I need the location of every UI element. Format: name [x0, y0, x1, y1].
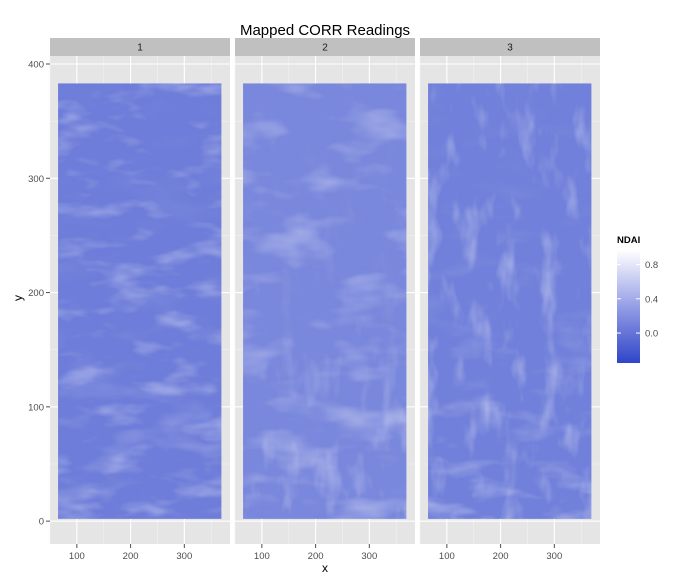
x-axis-label: x — [322, 561, 328, 575]
facet-panel-2: 2 — [234, 38, 415, 544]
facet-strip-3 — [420, 38, 600, 56]
heatmap-bright-region-2 — [243, 83, 407, 519]
y-tick-label: 0 — [39, 517, 44, 528]
y-tick-label: 100 — [28, 402, 44, 413]
x-tick-label: 200 — [123, 551, 139, 562]
facet-strip-label-2: 2 — [322, 43, 328, 54]
heatmap-bright-region-3 — [428, 83, 592, 519]
x-tick-label: 100 — [69, 551, 85, 562]
y-tick-label: 200 — [28, 288, 44, 299]
facet-strip-2 — [235, 38, 415, 56]
facet-strip-1 — [50, 38, 230, 56]
y-tick-label: 400 — [28, 60, 44, 71]
legend-tick-label: 0.4 — [645, 294, 658, 305]
legend-ticks: 0.8 0.4 0.0 — [617, 260, 658, 340]
chart-title: Mapped CORR Readings — [240, 22, 410, 39]
facet-panel-3: 3 — [419, 38, 600, 544]
x-tick-label: 300 — [546, 551, 562, 562]
facet-panels: 1 2 3 — [49, 38, 600, 544]
heatmap-bright-region-1 — [58, 83, 222, 519]
x-tick-label: 200 — [493, 551, 509, 562]
x-tick-label: 200 — [308, 551, 324, 562]
facet-panel-1: 1 — [49, 38, 230, 544]
y-axis: 0 100 200 300 400 — [28, 60, 50, 528]
x-tick-label: 100 — [439, 551, 455, 562]
legend-tick-label: 0.8 — [645, 260, 658, 271]
facet-strip-label-3: 3 — [507, 43, 513, 54]
x-tick-label: 300 — [176, 551, 192, 562]
x-tick-label: 100 — [254, 551, 270, 562]
x-axis: 100 200 300 100 200 300 100 200 300 — [69, 544, 562, 562]
y-axis-label: y — [11, 295, 25, 301]
legend: NDAI 0.8 0.4 0.0 — [617, 235, 658, 363]
legend-colorbar — [617, 250, 640, 363]
legend-title: NDAI — [617, 235, 640, 246]
y-tick-label: 300 — [28, 174, 44, 185]
x-tick-label: 300 — [361, 551, 377, 562]
facet-strip-label-1: 1 — [137, 43, 143, 54]
legend-tick-label: 0.0 — [645, 329, 658, 340]
